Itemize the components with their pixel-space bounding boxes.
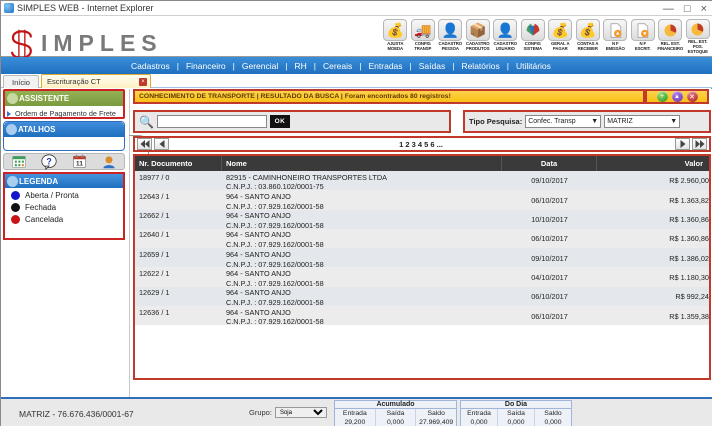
svg-text:11: 11 xyxy=(76,160,83,167)
svg-text:?: ? xyxy=(46,156,51,166)
